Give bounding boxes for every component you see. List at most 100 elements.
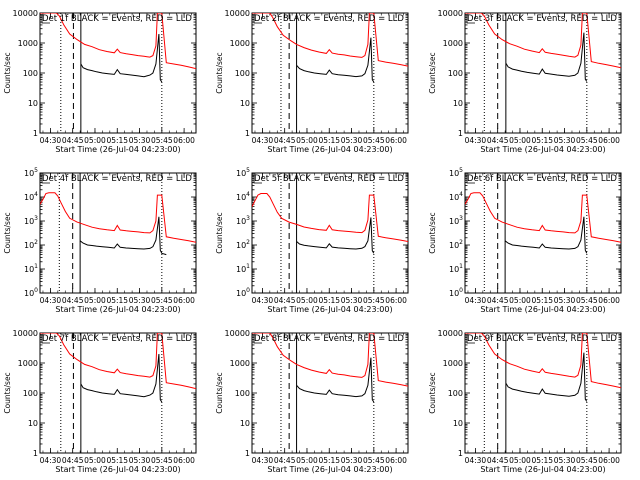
x-tick-label: 05:00 <box>296 296 318 305</box>
panel-det-8: 1 10 100 1000 10000 04:30 04:45 05:00 05:15 05:30… <box>215 329 409 474</box>
y-axis-label: Counts/sec <box>3 52 12 93</box>
x-tick-label: 05:15 <box>531 296 553 305</box>
y-tick-label: 101 <box>449 263 463 274</box>
y-tick-label: 1 <box>33 449 38 458</box>
flag-mark <box>466 15 475 24</box>
y-tick-label: 10 <box>240 419 250 428</box>
flag-mark <box>41 175 50 184</box>
series-line-lld <box>465 192 621 243</box>
y-tick-label: 100 <box>236 287 250 298</box>
x-tick-label: 05:45 <box>151 296 173 305</box>
panel-det-3: 1 10 100 1000 10000 04:30 04:45 05:00 05:15 05:30… <box>428 9 622 154</box>
x-tick-label: 05:15 <box>531 456 553 465</box>
plot-frame <box>251 12 409 134</box>
panel-title: Det 6f BLACK = Events, RED = LLD <box>467 174 617 184</box>
series-line-events <box>504 216 588 254</box>
x-tick-label: 06:00 <box>385 456 407 465</box>
panel-title: Det 8f BLACK = Events, RED = LLD <box>254 334 404 344</box>
series-line-lld <box>40 333 196 390</box>
panel-title: Det 5f BLACK = Events, RED = LLD <box>254 174 404 184</box>
y-tick-label: 10 <box>28 99 38 108</box>
series-line-events <box>505 352 588 402</box>
y-tick-label: 10000 <box>225 9 250 18</box>
y-tick-label: 1 <box>33 129 38 138</box>
x-tick-label: 06:00 <box>173 456 195 465</box>
y-tick-label: 10 <box>453 99 463 108</box>
y-axis-label: Counts/sec <box>428 372 437 413</box>
y-tick-label: 100 <box>23 389 38 398</box>
x-tick-label: 04:30 <box>465 136 487 145</box>
panel-det-9: 1 10 100 1000 10000 04:30 04:45 05:00 05:15 05:30… <box>428 329 622 474</box>
x-tick-label: 04:30 <box>465 456 487 465</box>
y-tick-label: 1 <box>245 449 250 458</box>
y-axis-label: Counts/sec <box>3 212 12 253</box>
y-axis-label: Counts/sec <box>428 52 437 93</box>
x-tick-label: 05:15 <box>318 296 340 305</box>
x-tick-label: 05:45 <box>151 456 173 465</box>
y-tick-label: 1000 <box>230 39 250 48</box>
x-tick-label: 04:30 <box>40 296 62 305</box>
panel-det-2: 1 10 100 1000 10000 04:30 04:45 05:00 05:15 05:30… <box>215 9 409 154</box>
x-tick-label: 05:30 <box>554 136 576 145</box>
plot-frame <box>39 12 197 134</box>
series-line-lld <box>40 192 196 243</box>
x-tick-label: 05:00 <box>84 296 106 305</box>
x-tick-label: 04:45 <box>274 456 296 465</box>
x-axis-label: Start Time (26-Jul-04 04:23:00) <box>480 305 605 314</box>
x-tick-label: 05:45 <box>363 296 385 305</box>
x-tick-label: 05:45 <box>576 456 598 465</box>
y-tick-label: 10000 <box>13 329 38 338</box>
x-tick-label: 04:45 <box>487 136 509 145</box>
series-line-events <box>79 216 167 256</box>
y-tick-label: 100 <box>23 69 38 78</box>
x-tick-label: 05:30 <box>129 456 151 465</box>
flag-mark <box>41 335 50 344</box>
x-tick-label: 04:45 <box>487 296 509 305</box>
series-line-lld <box>40 13 196 70</box>
series-line-lld <box>465 13 621 69</box>
x-tick-label: 05:00 <box>509 136 531 145</box>
x-tick-label: 04:45 <box>274 296 296 305</box>
y-axis-label: Counts/sec <box>215 212 224 253</box>
x-tick-label: 05:30 <box>341 456 363 465</box>
plot-frame <box>464 12 622 134</box>
plot-frame <box>464 172 622 294</box>
series-line-events <box>80 33 163 83</box>
y-tick-label: 100 <box>235 69 250 78</box>
series-line-events <box>296 37 375 83</box>
series-line-lld <box>252 333 408 387</box>
flag-mark <box>253 335 262 344</box>
x-tick-label: 04:45 <box>62 296 84 305</box>
y-tick-label: 101 <box>236 263 250 274</box>
flag-mark <box>253 175 262 184</box>
x-tick-label: 05:15 <box>106 136 128 145</box>
plot-frame <box>464 332 622 454</box>
series-line-events <box>80 353 163 403</box>
plot-frame <box>39 332 197 454</box>
y-tick-label: 100 <box>235 389 250 398</box>
x-tick-label: 05:15 <box>106 296 128 305</box>
plot-frame <box>39 172 197 294</box>
y-tick-label: 105 <box>449 167 463 178</box>
x-tick-label: 06:00 <box>173 296 195 305</box>
x-tick-label: 04:30 <box>40 456 62 465</box>
x-tick-label: 04:30 <box>465 296 487 305</box>
y-axis-label: Counts/sec <box>215 52 224 93</box>
x-tick-label: 05:45 <box>576 296 598 305</box>
x-tick-label: 05:00 <box>296 136 318 145</box>
x-tick-label: 06:00 <box>598 136 620 145</box>
y-tick-label: 100 <box>449 287 463 298</box>
x-tick-label: 04:30 <box>252 136 274 145</box>
y-tick-label: 105 <box>236 167 250 178</box>
x-tick-label: 04:45 <box>487 456 509 465</box>
x-tick-label: 04:30 <box>252 456 274 465</box>
x-tick-label: 05:15 <box>318 456 340 465</box>
x-tick-label: 04:45 <box>274 136 296 145</box>
x-axis-label: Start Time (26-Jul-04 04:23:00) <box>267 305 392 314</box>
y-tick-label: 10 <box>453 419 463 428</box>
y-tick-label: 10 <box>240 99 250 108</box>
y-tick-label: 1 <box>245 129 250 138</box>
x-tick-label: 04:30 <box>40 136 62 145</box>
x-tick-label: 05:30 <box>341 136 363 145</box>
